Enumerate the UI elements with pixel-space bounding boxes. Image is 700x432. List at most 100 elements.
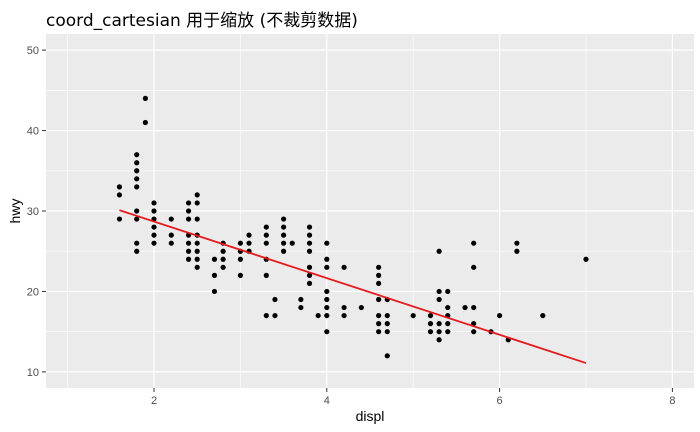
data-point	[194, 240, 200, 246]
data-point	[246, 232, 252, 238]
data-point	[514, 240, 520, 246]
x-tick-label: 4	[324, 395, 330, 407]
data-point	[445, 304, 451, 311]
data-point	[445, 329, 451, 335]
y-tick-label: 40	[27, 126, 39, 138]
data-point	[324, 304, 330, 311]
data-point	[471, 264, 477, 270]
data-point	[211, 256, 218, 262]
data-point	[134, 168, 140, 174]
regression-line	[119, 209, 587, 364]
data-point	[263, 312, 269, 319]
data-point	[445, 321, 451, 327]
y-tick-label: 30	[27, 206, 39, 218]
data-point	[237, 272, 243, 278]
x-tick-label: 2	[151, 395, 157, 407]
x-axis-ticks: 2 4 6 8	[151, 388, 675, 407]
x-tick-label: 6	[497, 395, 503, 407]
data-point	[151, 224, 157, 230]
data-point	[281, 216, 287, 222]
data-point	[306, 272, 313, 278]
data-point	[298, 304, 304, 311]
data-point	[185, 248, 192, 254]
y-axis-label: hwy	[7, 199, 23, 224]
data-point	[445, 288, 451, 295]
data-point	[384, 329, 390, 335]
data-point	[194, 264, 200, 270]
data-point	[376, 272, 382, 278]
data-point	[151, 208, 157, 214]
data-point	[471, 240, 477, 246]
data-point	[298, 296, 304, 303]
data-point	[168, 240, 174, 246]
data-point	[376, 312, 382, 319]
data-point	[376, 280, 382, 287]
data-point	[134, 152, 140, 158]
data-point	[272, 296, 278, 303]
data-point	[185, 216, 192, 222]
data-point	[246, 240, 252, 246]
data-point	[211, 272, 218, 278]
data-point	[185, 208, 192, 214]
data-point	[471, 304, 477, 311]
data-point	[134, 216, 140, 222]
y-tick-label: 50	[27, 45, 39, 57]
data-point	[168, 216, 174, 222]
data-point	[306, 280, 313, 287]
data-points	[116, 95, 589, 359]
x-tick-label: 8	[669, 395, 675, 407]
data-point	[462, 304, 468, 311]
data-point	[220, 256, 226, 262]
y-tick-label: 10	[27, 367, 39, 379]
data-point	[116, 192, 123, 198]
chart-title: coord_cartesian 用于缩放 (不裁剪数据)	[46, 11, 358, 31]
data-point	[281, 224, 287, 230]
data-point	[185, 256, 192, 262]
data-point	[194, 216, 200, 222]
data-point	[376, 329, 382, 335]
data-point	[134, 248, 140, 254]
data-point	[436, 288, 442, 295]
x-axis-label: displ	[356, 408, 385, 424]
y-axis-ticks: 10 20 30 40 50	[27, 45, 46, 379]
data-point	[272, 312, 278, 319]
data-point	[281, 232, 287, 238]
data-point	[306, 248, 313, 254]
data-point	[237, 240, 243, 246]
data-point	[341, 304, 347, 311]
data-point	[514, 248, 520, 254]
data-point	[384, 312, 390, 319]
data-point	[306, 232, 313, 238]
data-point	[306, 264, 313, 270]
y-tick-label: 20	[27, 286, 39, 298]
data-point	[220, 248, 226, 254]
data-point	[376, 321, 382, 327]
data-point	[376, 264, 382, 270]
data-point	[471, 329, 477, 335]
data-point	[324, 256, 330, 262]
data-point	[341, 312, 347, 319]
data-point	[194, 256, 200, 262]
data-point	[151, 232, 157, 238]
data-point	[427, 321, 434, 327]
data-point	[358, 304, 364, 311]
data-point	[306, 224, 313, 230]
data-point	[306, 240, 313, 246]
data-point	[341, 264, 347, 270]
data-point	[263, 272, 269, 278]
data-point	[151, 200, 157, 206]
data-point	[427, 329, 434, 335]
data-point	[289, 240, 295, 246]
data-point	[168, 232, 174, 238]
data-point	[194, 192, 200, 198]
data-point	[185, 200, 192, 206]
data-point	[134, 184, 140, 190]
data-point	[142, 95, 148, 101]
data-point	[384, 321, 390, 327]
data-point	[237, 256, 243, 262]
data-point	[134, 176, 140, 182]
data-point	[376, 296, 382, 303]
data-point	[540, 312, 546, 319]
data-point	[281, 240, 287, 246]
data-point	[324, 296, 330, 303]
